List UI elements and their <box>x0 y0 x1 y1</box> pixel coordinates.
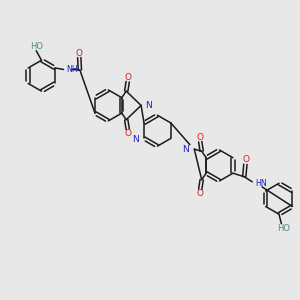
Text: N: N <box>132 134 139 143</box>
Text: O: O <box>76 49 83 58</box>
Text: HO: HO <box>277 224 290 233</box>
Text: N: N <box>146 101 152 110</box>
Text: N: N <box>182 145 189 154</box>
Text: O: O <box>197 189 204 198</box>
Text: HN: HN <box>255 179 267 188</box>
Text: O: O <box>197 133 204 142</box>
Text: NH: NH <box>67 65 78 74</box>
Text: O: O <box>124 129 131 138</box>
Text: O: O <box>124 73 131 82</box>
Text: HO: HO <box>30 42 43 51</box>
Text: O: O <box>242 155 250 164</box>
